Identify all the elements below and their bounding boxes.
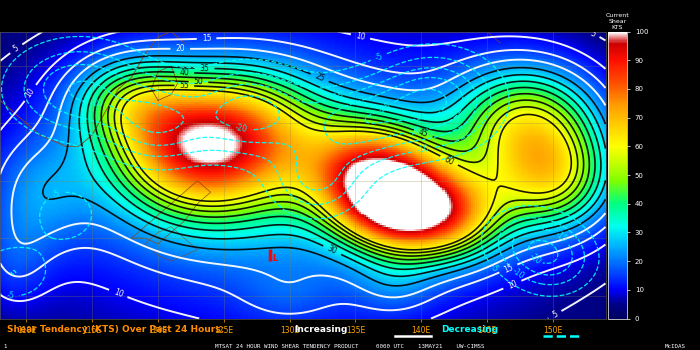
Text: 10: 10 <box>506 279 519 291</box>
Text: 35: 35 <box>199 64 209 73</box>
Text: 5: 5 <box>589 28 597 38</box>
Text: 5: 5 <box>551 309 559 320</box>
Text: 15: 15 <box>502 262 514 274</box>
Text: -15: -15 <box>331 91 345 103</box>
Text: 30: 30 <box>326 244 339 256</box>
Text: Decreasing: Decreasing <box>441 326 498 335</box>
Text: 55: 55 <box>179 81 189 90</box>
Text: 20: 20 <box>176 44 185 53</box>
Text: 5: 5 <box>12 44 21 54</box>
Text: MTSAT 24 HOUR WIND SHEAR TENDENCY PRODUCT     0000 UTC    13MAY21    UW-CIMSS: MTSAT 24 HOUR WIND SHEAR TENDENCY PRODUC… <box>216 344 484 349</box>
Text: 45: 45 <box>417 127 429 139</box>
Text: Increasing: Increasing <box>294 326 347 335</box>
Text: -10: -10 <box>416 144 430 155</box>
Text: L: L <box>272 254 278 263</box>
Text: -5: -5 <box>6 291 14 301</box>
Text: -5: -5 <box>488 262 500 274</box>
Text: 25: 25 <box>314 72 326 84</box>
Text: -20: -20 <box>90 98 104 109</box>
Text: 10: 10 <box>112 287 125 299</box>
Text: -25: -25 <box>377 101 392 114</box>
Text: McIDAS: McIDAS <box>665 344 686 349</box>
Text: -15: -15 <box>553 229 568 244</box>
Text: -20: -20 <box>408 126 422 137</box>
Text: -20: -20 <box>234 124 248 134</box>
Text: 10: 10 <box>355 31 366 42</box>
Text: -5: -5 <box>373 51 384 63</box>
Text: Shear Tendency (KTS) Over Past 24 Hours:: Shear Tendency (KTS) Over Past 24 Hours: <box>7 326 224 335</box>
Text: -20: -20 <box>527 252 542 266</box>
Text: 60: 60 <box>442 154 456 167</box>
Text: -5: -5 <box>52 188 62 199</box>
Title: Current
Shear
KTS: Current Shear KTS <box>606 13 629 30</box>
Text: 15: 15 <box>202 34 211 43</box>
Text: 1: 1 <box>4 344 7 349</box>
Text: 40: 40 <box>179 68 189 77</box>
Text: -10: -10 <box>511 266 526 281</box>
Text: 10: 10 <box>24 86 37 99</box>
Text: 50: 50 <box>193 77 204 86</box>
